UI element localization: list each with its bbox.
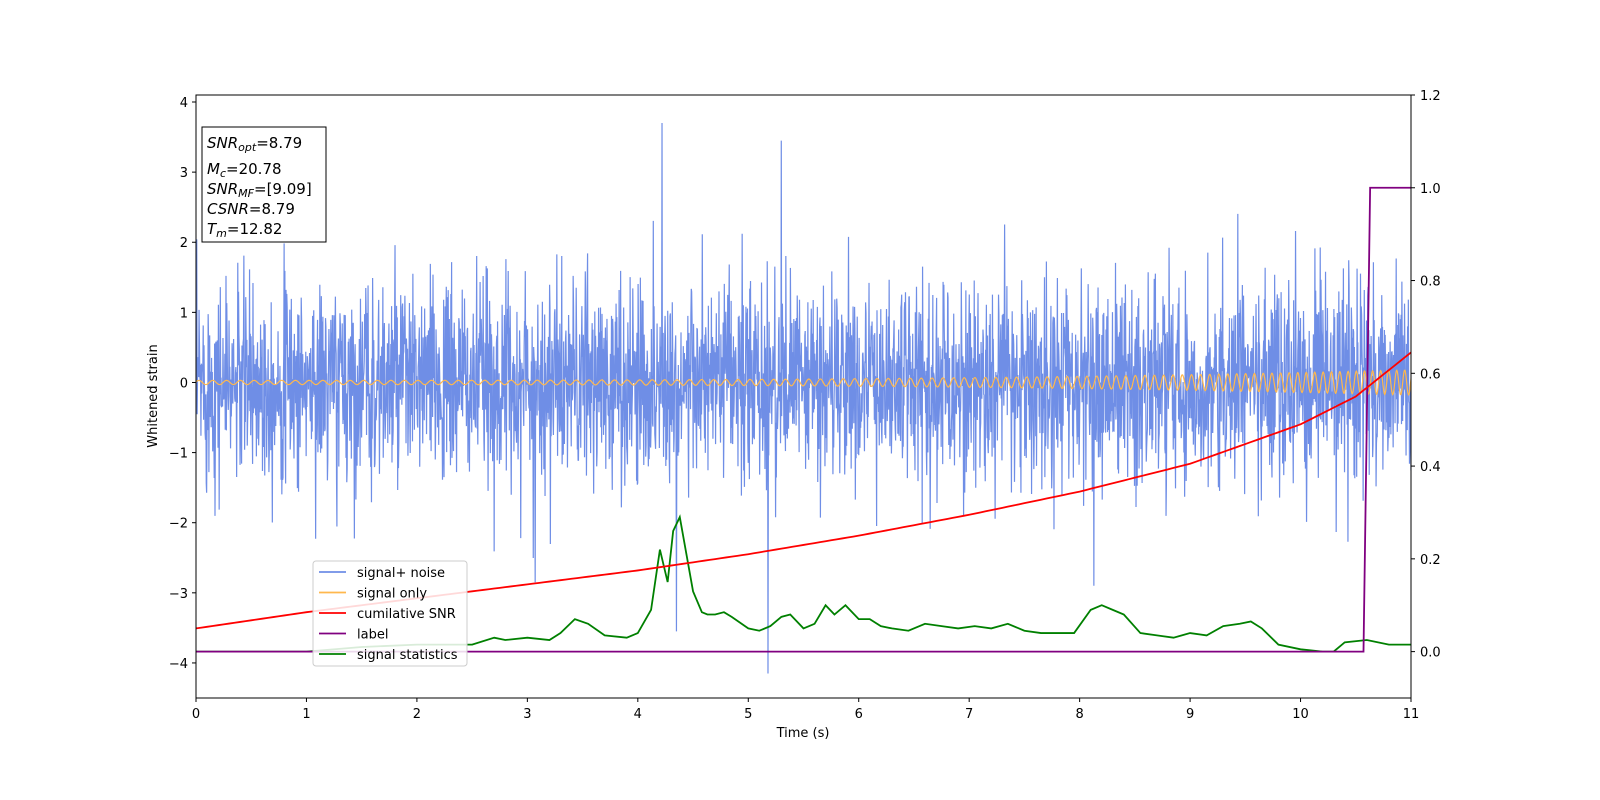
x-tick-label: 8 (1075, 707, 1083, 722)
y-tick-label-left: −3 (169, 587, 188, 602)
y-tick-label-right: 1.0 (1420, 182, 1441, 197)
y-tick-label-left: 2 (180, 236, 188, 251)
x-tick-label: 9 (1186, 707, 1194, 722)
y-tick-label-left: −4 (169, 657, 188, 672)
y-axis-right: 1.2 1.0 0.8 0.6 0.4 0.2 0.0 (1411, 89, 1441, 661)
x-axis-label: Time (s) (776, 726, 830, 741)
plot-frame (195, 94, 1412, 699)
signal-only-line (196, 369, 1411, 396)
legend-frame (312, 560, 468, 667)
y-tick-label-right: 0.8 (1420, 275, 1441, 290)
x-axis: 0 1 2 3 4 5 6 7 8 9 10 11 (192, 698, 1419, 722)
x-tick-label: 4 (634, 707, 642, 722)
y-tick-label-right: 0.0 (1420, 646, 1441, 661)
legend-label: cumilative SNR (357, 607, 456, 622)
y-tick-label-left: 4 (180, 96, 188, 111)
x-tick-label: 3 (523, 707, 531, 722)
annotation-tm: Tm=12.82 (207, 220, 282, 240)
x-tick-label: 10 (1292, 707, 1309, 722)
annotation-box: SNRopt=8.79 Mc=20.78 SNRMF=[9.09] CSNR=8… (201, 126, 327, 243)
x-tick-label: 0 (192, 707, 200, 722)
y-axis-label: Whitened strain (146, 344, 161, 447)
y-tick-label-right: 0.6 (1420, 367, 1441, 382)
signal-statistics-line (196, 514, 1411, 653)
annotation-csnr: CSNR=8.79 (207, 200, 295, 218)
x-tick-label: 6 (855, 707, 863, 722)
legend: signal+ noise signal only cumilative SNR la… (312, 560, 468, 667)
y-tick-label-left: 1 (180, 306, 188, 321)
y-tick-label-left: −2 (169, 517, 188, 532)
y-tick-label-left: 3 (180, 166, 188, 181)
plot-area (196, 123, 1411, 674)
x-tick-label: 1 (302, 707, 310, 722)
legend-label: signal only (357, 587, 427, 602)
legend-label: label (357, 628, 388, 643)
label-line (196, 186, 1411, 653)
y-axis-left: 4 3 2 1 0 −1 −2 −3 −4 (169, 96, 196, 672)
x-tick-label: 11 (1403, 707, 1420, 722)
series-signal-plus-noise (196, 123, 1411, 674)
x-tick-label: 2 (413, 707, 421, 722)
x-tick-label: 5 (744, 707, 752, 722)
y-tick-label-right: 0.2 (1420, 553, 1441, 568)
y-tick-label-right: 0.4 (1420, 460, 1441, 475)
y-tick-label-left: 0 (180, 376, 188, 391)
series-signal-only (196, 369, 1411, 396)
noise-line (196, 123, 1411, 674)
y-tick-label-left: −1 (169, 447, 188, 462)
legend-label: signal+ noise (357, 566, 445, 581)
annotation-mc: Mc=20.78 (207, 160, 282, 180)
y-tick-label-right: 1.2 (1420, 89, 1441, 104)
annotation-snr-mf: SNRMF=[9.09] (207, 180, 312, 200)
legend-label: signal statistics (357, 648, 458, 663)
x-tick-label: 7 (965, 707, 973, 722)
annotation-snr-opt: SNRopt=8.79 (207, 134, 302, 154)
